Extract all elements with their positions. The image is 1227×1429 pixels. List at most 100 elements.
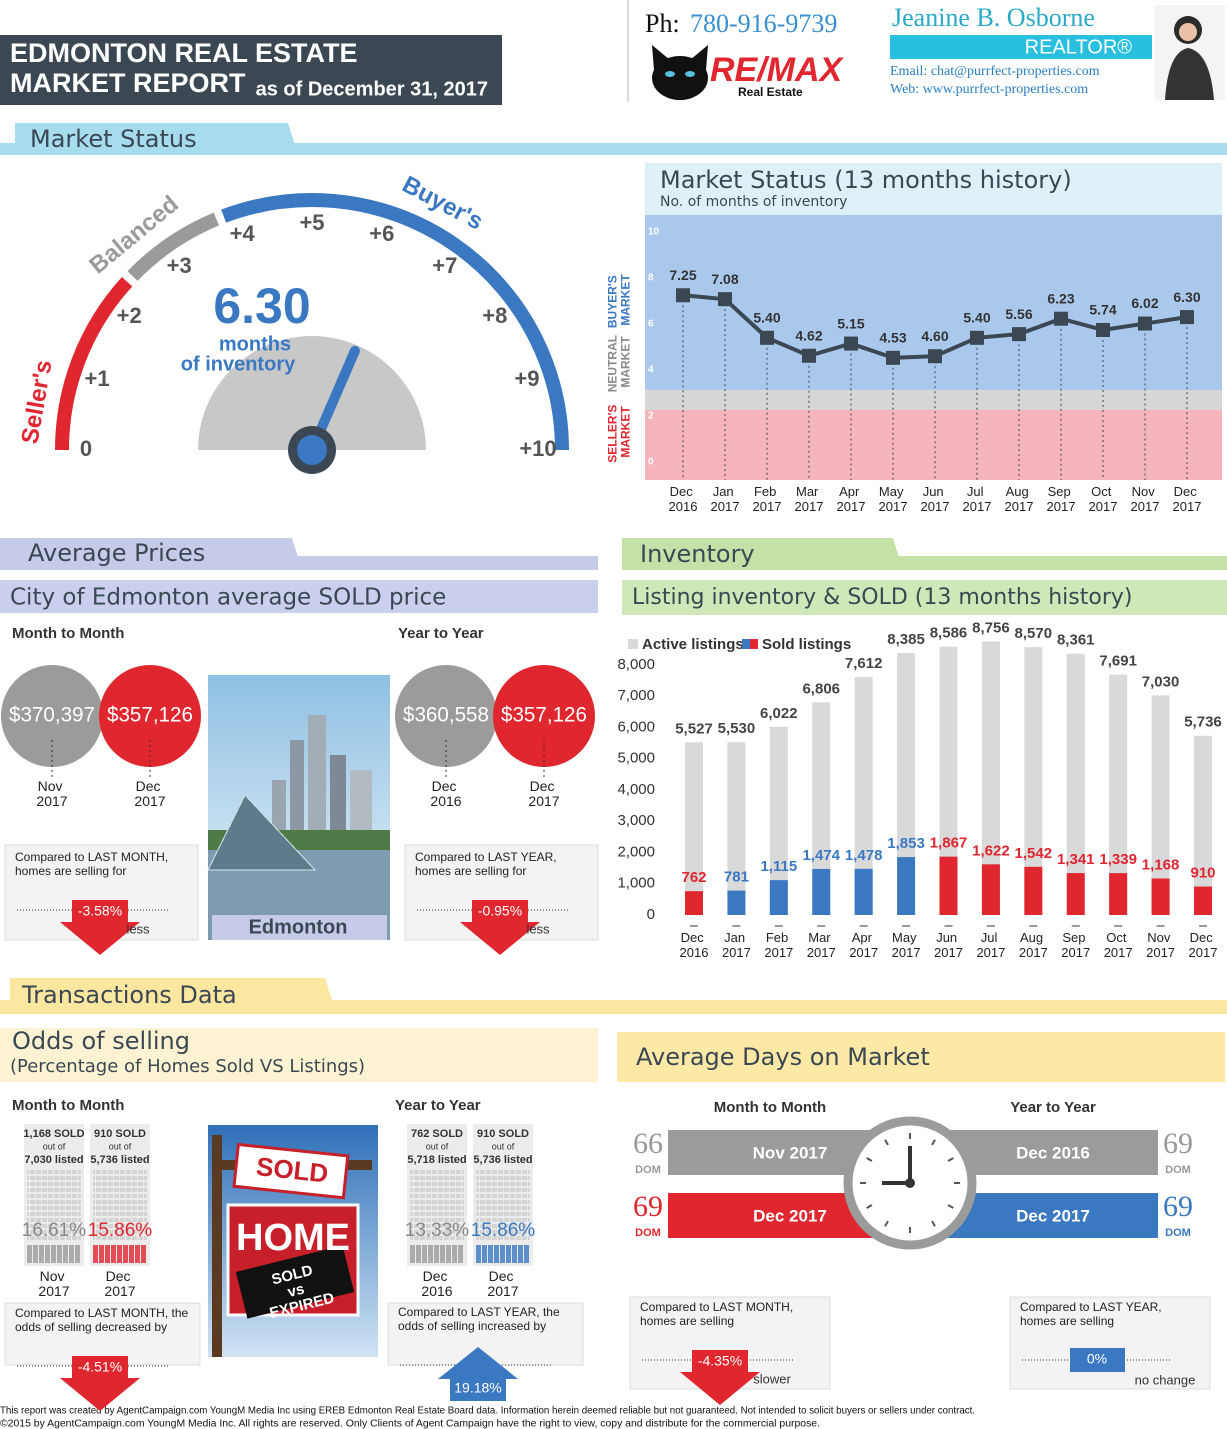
chart-title: Listing inventory & SOLD (13 months hist… — [632, 585, 1132, 610]
value-label: 1,853 — [887, 835, 925, 852]
gauge-caption: months — [219, 333, 291, 355]
text-line: 2017 — [134, 793, 165, 809]
x-tick-label: Mar 2017 — [795, 484, 824, 514]
text-line: Sep — [1062, 930, 1089, 945]
value-label: 762 — [681, 869, 706, 886]
y-tick-label: 2 — [648, 411, 654, 422]
text-line: Dec — [432, 778, 461, 794]
text-line: NEUTRAL — [606, 332, 620, 392]
card-cell — [440, 1245, 445, 1263]
value-label: 6,022 — [760, 705, 798, 722]
clock-tick — [931, 1220, 936, 1227]
date: Dec 2016 — [421, 1268, 452, 1299]
text-line: 2017 — [38, 1283, 69, 1299]
gauge-zone-label: Seller's — [16, 358, 57, 446]
text-line: Feb — [766, 930, 792, 945]
card-cell — [105, 1245, 110, 1263]
value-label: 1,168 — [1142, 856, 1180, 873]
change-note: no change — [1135, 1372, 1196, 1387]
x-tick-label: May 2017 — [892, 930, 921, 960]
card-cell — [93, 1245, 98, 1263]
section-heading: Inventory — [640, 540, 755, 568]
section-heading: Transactions Data — [21, 981, 237, 1009]
clock-tick — [866, 1157, 873, 1162]
dom-unit: DOM — [1165, 1227, 1191, 1239]
sign-text: HOME — [236, 1217, 350, 1259]
listed-count: 5,736 listed — [90, 1154, 149, 1166]
text-line: MARKET — [619, 336, 633, 388]
card-cell — [27, 1245, 32, 1263]
x-tick-label: Jan 2017 — [711, 484, 740, 514]
point — [886, 350, 900, 365]
date: Dec 2017 — [487, 1268, 518, 1299]
dom-days: 69 — [1163, 1190, 1193, 1223]
change-box — [1070, 1348, 1125, 1372]
value-label: 5.40 — [963, 310, 990, 326]
sub-label: Year to Year — [395, 1097, 481, 1114]
dom-unit: DOM — [1165, 1164, 1191, 1176]
bar — [939, 856, 958, 915]
compare-text: Compared to LAST MONTH, the odds of sell… — [15, 1306, 192, 1334]
agent-name: Jeanine B. Osborne — [892, 3, 1095, 32]
text-line: 2017 — [1005, 499, 1034, 514]
bar — [981, 641, 1000, 915]
title-band — [890, 35, 1152, 59]
card-cell — [482, 1245, 487, 1263]
y-tick-label: 4 — [648, 365, 654, 376]
x-tick-label: Dec 2016 — [680, 930, 709, 960]
legend-swatch — [628, 639, 638, 649]
change-note: less — [526, 921, 550, 936]
value-label: 8,756 — [972, 619, 1010, 636]
card-cell — [135, 1245, 140, 1263]
sold-sign-photo — [208, 1125, 378, 1357]
bar — [939, 646, 958, 915]
value-label: 8,385 — [887, 631, 925, 648]
zone-label: BUYER'S MARKET — [606, 272, 633, 328]
bar — [1024, 866, 1043, 915]
text-line: MARKET — [619, 274, 633, 326]
point — [760, 330, 774, 345]
phone-label: Ph: — [645, 9, 680, 38]
gauge-tick-label: +6 — [369, 221, 394, 246]
bar — [1066, 653, 1085, 915]
date: Dec 2016 — [430, 778, 461, 809]
text-line: 2017 — [837, 499, 866, 514]
dom-date: Dec 2017 — [1016, 1206, 1090, 1225]
gauge-tick-label: +1 — [85, 366, 110, 391]
text-line: Dec — [423, 1268, 452, 1284]
text-line: 2017 — [849, 945, 878, 960]
cat-logo — [652, 45, 708, 100]
clock-hub — [905, 1178, 915, 1188]
bar — [854, 868, 873, 915]
x-tick-label: Apr 2017 — [837, 484, 866, 514]
dom-date: Dec 2016 — [1016, 1143, 1090, 1162]
card-cell — [45, 1245, 50, 1263]
out-of: out of — [43, 1141, 66, 1151]
card-cells — [27, 1168, 81, 1240]
point — [718, 292, 732, 307]
text-line: 2017 — [921, 499, 950, 514]
value-label: 1,115 — [760, 858, 797, 875]
text-line: 2016 — [680, 945, 709, 960]
point — [802, 348, 816, 363]
text-line: Dec — [136, 778, 165, 794]
change-value: -3.58% — [78, 903, 122, 919]
dom-days: 66 — [633, 1127, 663, 1160]
clock-tick — [947, 1157, 954, 1162]
gauge-caption: of inventory — [181, 353, 296, 375]
listed-count: 5,736 listed — [473, 1154, 532, 1166]
section-heading: Market Status — [30, 125, 197, 153]
section-subtitle: (Percentage of Homes Sold VS Listings) — [10, 1056, 365, 1077]
gauge-zone — [55, 277, 133, 451]
change-arrow — [438, 1347, 518, 1401]
card-cell — [506, 1245, 511, 1263]
value-label: 1,867 — [930, 835, 968, 852]
date: Nov 2017 — [36, 778, 67, 809]
legend-swatch — [750, 639, 758, 649]
legend-label: Active listings — [642, 636, 744, 653]
text-line: homes are selling — [1020, 1314, 1114, 1328]
change-arrow — [460, 900, 540, 955]
chart-title: Market Status (13 months history) — [660, 166, 1072, 194]
bar — [769, 880, 788, 915]
text-line: 2016 — [421, 1283, 452, 1299]
